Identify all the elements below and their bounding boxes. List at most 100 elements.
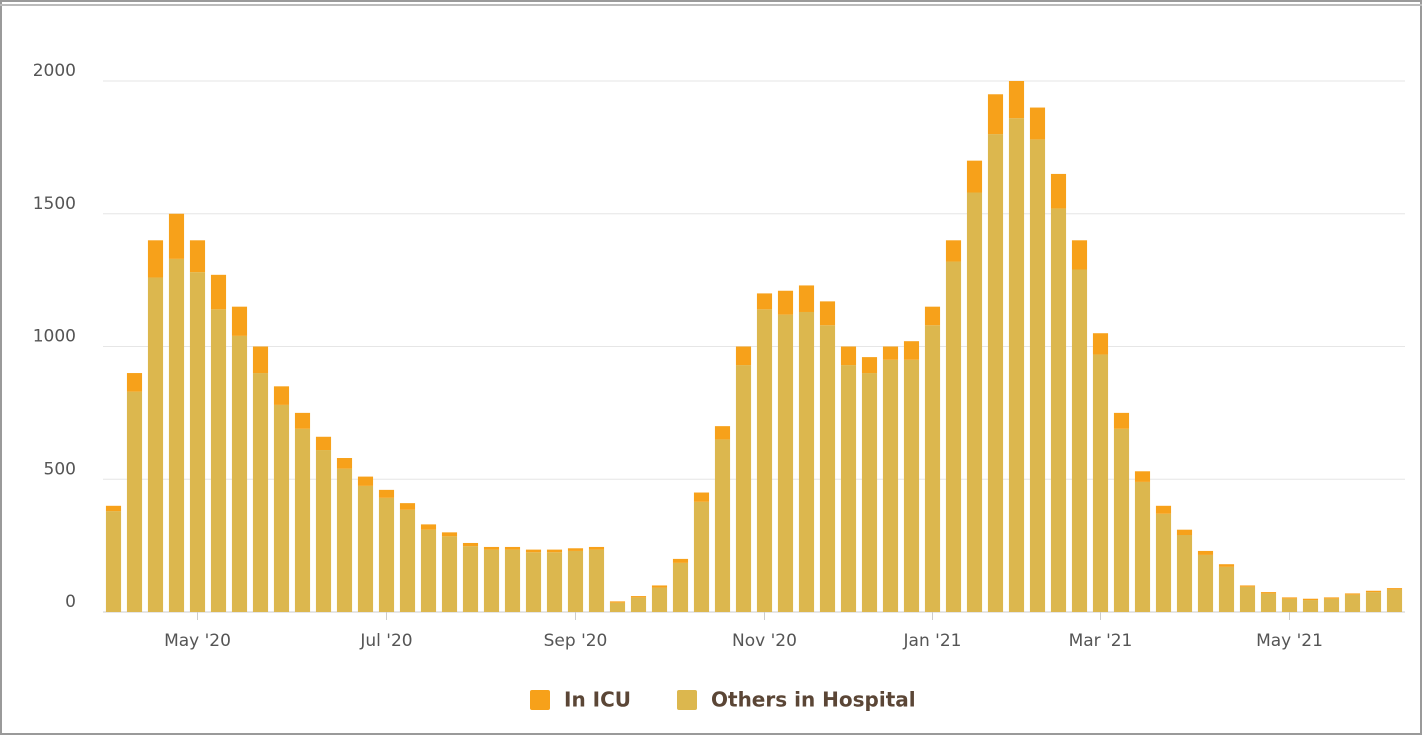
bar	[1323, 597, 1340, 599]
bar	[987, 134, 1004, 612]
x-tick-label: Mar '21	[1069, 631, 1133, 651]
bar	[735, 365, 752, 612]
legend-swatch	[530, 690, 550, 710]
bar	[1386, 588, 1403, 590]
bar	[252, 373, 269, 612]
bar	[1197, 550, 1214, 555]
bar	[1302, 600, 1319, 612]
bar	[357, 485, 374, 612]
bar	[1008, 81, 1025, 119]
bar	[546, 549, 563, 553]
bar	[1071, 240, 1088, 270]
x-tick-label: Sep '20	[544, 631, 608, 651]
bar	[294, 412, 311, 429]
bar	[1365, 590, 1382, 593]
bar	[819, 325, 836, 612]
y-tick-label: 0	[65, 592, 76, 612]
x-tick-label: May '20	[164, 631, 231, 651]
bar	[504, 546, 521, 550]
bar	[378, 497, 395, 612]
bar	[1365, 592, 1382, 612]
bar	[672, 558, 689, 563]
bar	[1071, 269, 1088, 612]
bar	[1323, 598, 1340, 612]
bar	[420, 529, 437, 612]
bar	[609, 601, 626, 603]
bar	[504, 549, 521, 612]
bar	[630, 596, 647, 598]
bar	[777, 314, 794, 612]
bar	[168, 258, 185, 612]
bar	[126, 391, 143, 612]
bar	[420, 524, 437, 530]
bar	[462, 546, 479, 612]
bar	[1239, 586, 1256, 612]
bar	[210, 274, 227, 310]
y-tick-label: 1500	[33, 194, 76, 214]
x-tick-label: Jul '20	[359, 631, 412, 651]
bar	[1113, 428, 1130, 612]
bar	[693, 492, 710, 502]
bar	[756, 309, 773, 612]
bar	[462, 542, 479, 547]
bar	[798, 285, 815, 312]
legend-swatch	[677, 690, 697, 710]
bar	[105, 511, 122, 612]
bar	[651, 587, 668, 612]
bar	[567, 548, 584, 551]
bar	[987, 94, 1004, 135]
bar	[441, 532, 458, 537]
bar	[1092, 333, 1109, 355]
bar	[903, 359, 920, 612]
bar	[1260, 592, 1277, 594]
bar	[252, 346, 269, 374]
bar	[1197, 554, 1214, 612]
bar	[693, 501, 710, 612]
bar	[1113, 412, 1130, 429]
bar	[1281, 597, 1298, 599]
bar	[756, 293, 773, 310]
bar	[399, 509, 416, 612]
bar	[1155, 513, 1172, 612]
bar	[777, 290, 794, 315]
bar	[336, 458, 353, 469]
bar	[672, 562, 689, 612]
bar	[1155, 505, 1172, 514]
bar	[441, 536, 458, 612]
bar	[651, 585, 668, 588]
bar	[483, 549, 500, 612]
legend-label: Others in Hospital	[711, 688, 916, 712]
bar	[1218, 564, 1235, 567]
bar	[1218, 566, 1235, 612]
bar	[882, 359, 899, 612]
bar	[231, 335, 248, 612]
bar	[525, 549, 542, 553]
bar	[588, 549, 605, 612]
bar	[147, 277, 164, 612]
bar	[882, 346, 899, 360]
bar	[861, 373, 878, 612]
y-tick-label: 2000	[33, 61, 76, 81]
bar	[861, 357, 878, 374]
bar	[945, 240, 962, 262]
y-tick-label: 1000	[33, 327, 76, 347]
bar	[1260, 593, 1277, 612]
bar	[399, 503, 416, 510]
bar	[546, 552, 563, 612]
bar	[567, 550, 584, 612]
bar	[1134, 481, 1151, 612]
bar	[924, 306, 941, 326]
bar	[1092, 354, 1109, 612]
y-tick-label: 500	[44, 459, 76, 479]
bar	[294, 428, 311, 612]
bar	[525, 552, 542, 612]
bar	[1176, 535, 1193, 612]
bar	[840, 346, 857, 366]
bar	[273, 386, 290, 405]
bar	[588, 546, 605, 550]
bar	[903, 341, 920, 360]
bar	[336, 468, 353, 612]
bar	[1134, 471, 1151, 482]
bar	[1239, 585, 1256, 587]
